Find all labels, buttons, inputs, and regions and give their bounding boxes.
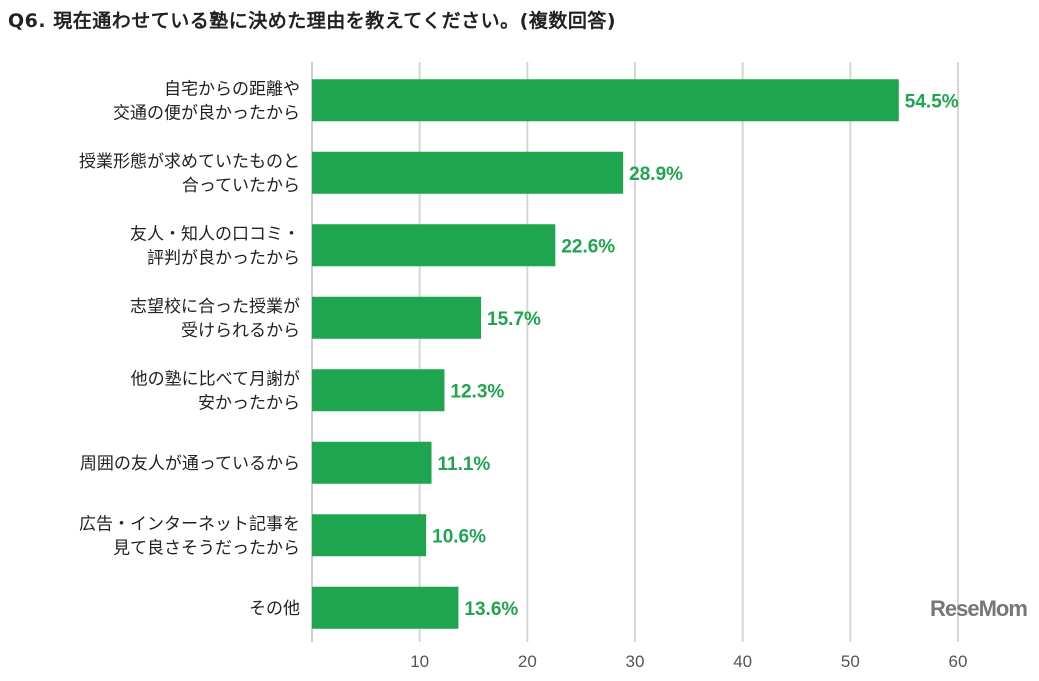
value-label: 13.6%: [464, 599, 518, 620]
value-label: 54.5%: [905, 91, 959, 112]
value-label: 22.6%: [561, 236, 615, 257]
value-label: 28.9%: [629, 164, 683, 185]
bar: [312, 441, 432, 484]
category-label: 交通の便が良かったから: [113, 103, 300, 123]
bar: [312, 151, 624, 194]
category-label: 他の塾に比べて月謝が: [131, 368, 300, 389]
bar: [312, 224, 556, 267]
x-tick-label: 60: [949, 652, 968, 671]
category-label: 友人・知人の口コミ・: [130, 224, 300, 244]
value-label: 15.7%: [487, 309, 541, 330]
x-tick-label: 30: [626, 652, 645, 671]
value-label: 11.1%: [438, 454, 491, 475]
category-label: 志望校に合った授業が: [130, 297, 300, 317]
bar: [312, 79, 899, 122]
x-tick-label: 10: [410, 652, 429, 671]
category-label: 周囲の友人が通っているから: [80, 454, 300, 474]
bar: [312, 586, 459, 629]
category-label: 自宅からの距離や: [164, 79, 300, 99]
category-label: 広告・インターネット記事を: [79, 514, 300, 534]
category-label: 合っていたから: [182, 176, 300, 196]
category-label: 授業形態が求めていたものと: [79, 152, 300, 172]
category-label: 安かったから: [198, 393, 300, 413]
value-label: 10.6%: [432, 526, 486, 547]
category-label: 見て良さそうだったから: [113, 538, 300, 558]
bar: [312, 296, 482, 339]
category-label: 受けられるから: [181, 321, 300, 341]
category-label: その他: [249, 599, 300, 619]
bar: [312, 369, 445, 412]
x-tick-label: 40: [733, 652, 752, 671]
chart-title: Q6. 現在通わせている塾に決めた理由を教えてください。(複数回答): [8, 10, 617, 32]
x-tick-label: 50: [841, 652, 860, 671]
resemom-watermark-logo: ReseMom: [930, 596, 1028, 621]
bar: [312, 514, 427, 557]
category-label: 評判が良かったから: [147, 248, 300, 268]
x-tick-label: 20: [518, 652, 537, 671]
value-label: 12.3%: [450, 381, 504, 402]
